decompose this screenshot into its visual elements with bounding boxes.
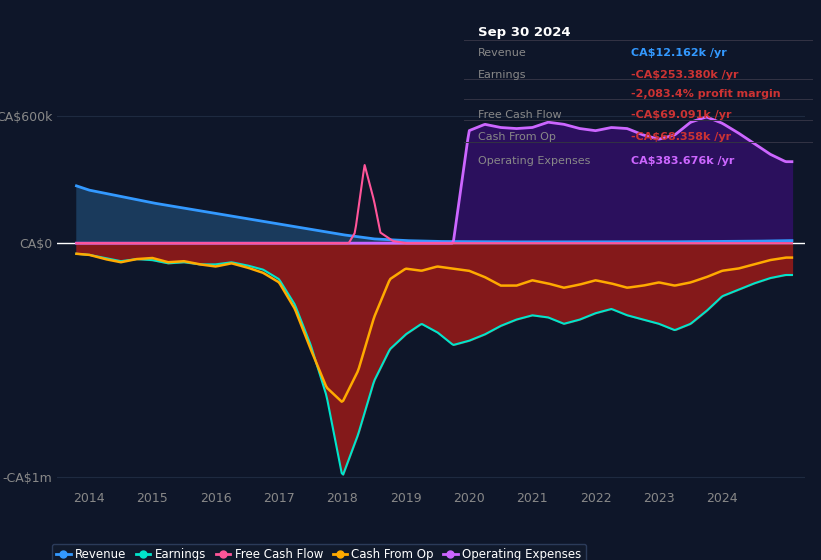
Text: Cash From Op: Cash From Op — [478, 132, 556, 142]
Text: -CA$253.380k /yr: -CA$253.380k /yr — [631, 71, 739, 81]
Text: -CA$69.091k /yr: -CA$69.091k /yr — [631, 110, 732, 120]
Text: Revenue: Revenue — [478, 48, 526, 58]
Text: CA$383.676k /yr: CA$383.676k /yr — [631, 156, 735, 166]
Text: -2,083.4% profit margin: -2,083.4% profit margin — [631, 89, 781, 99]
Text: Free Cash Flow: Free Cash Flow — [478, 110, 562, 120]
Legend: Revenue, Earnings, Free Cash Flow, Cash From Op, Operating Expenses: Revenue, Earnings, Free Cash Flow, Cash … — [52, 544, 586, 560]
Text: Operating Expenses: Operating Expenses — [478, 156, 590, 166]
Text: Earnings: Earnings — [478, 71, 526, 81]
Text: Sep 30 2024: Sep 30 2024 — [478, 26, 571, 39]
Text: -CA$68.358k /yr: -CA$68.358k /yr — [631, 132, 732, 142]
Text: CA$12.162k /yr: CA$12.162k /yr — [631, 48, 727, 58]
